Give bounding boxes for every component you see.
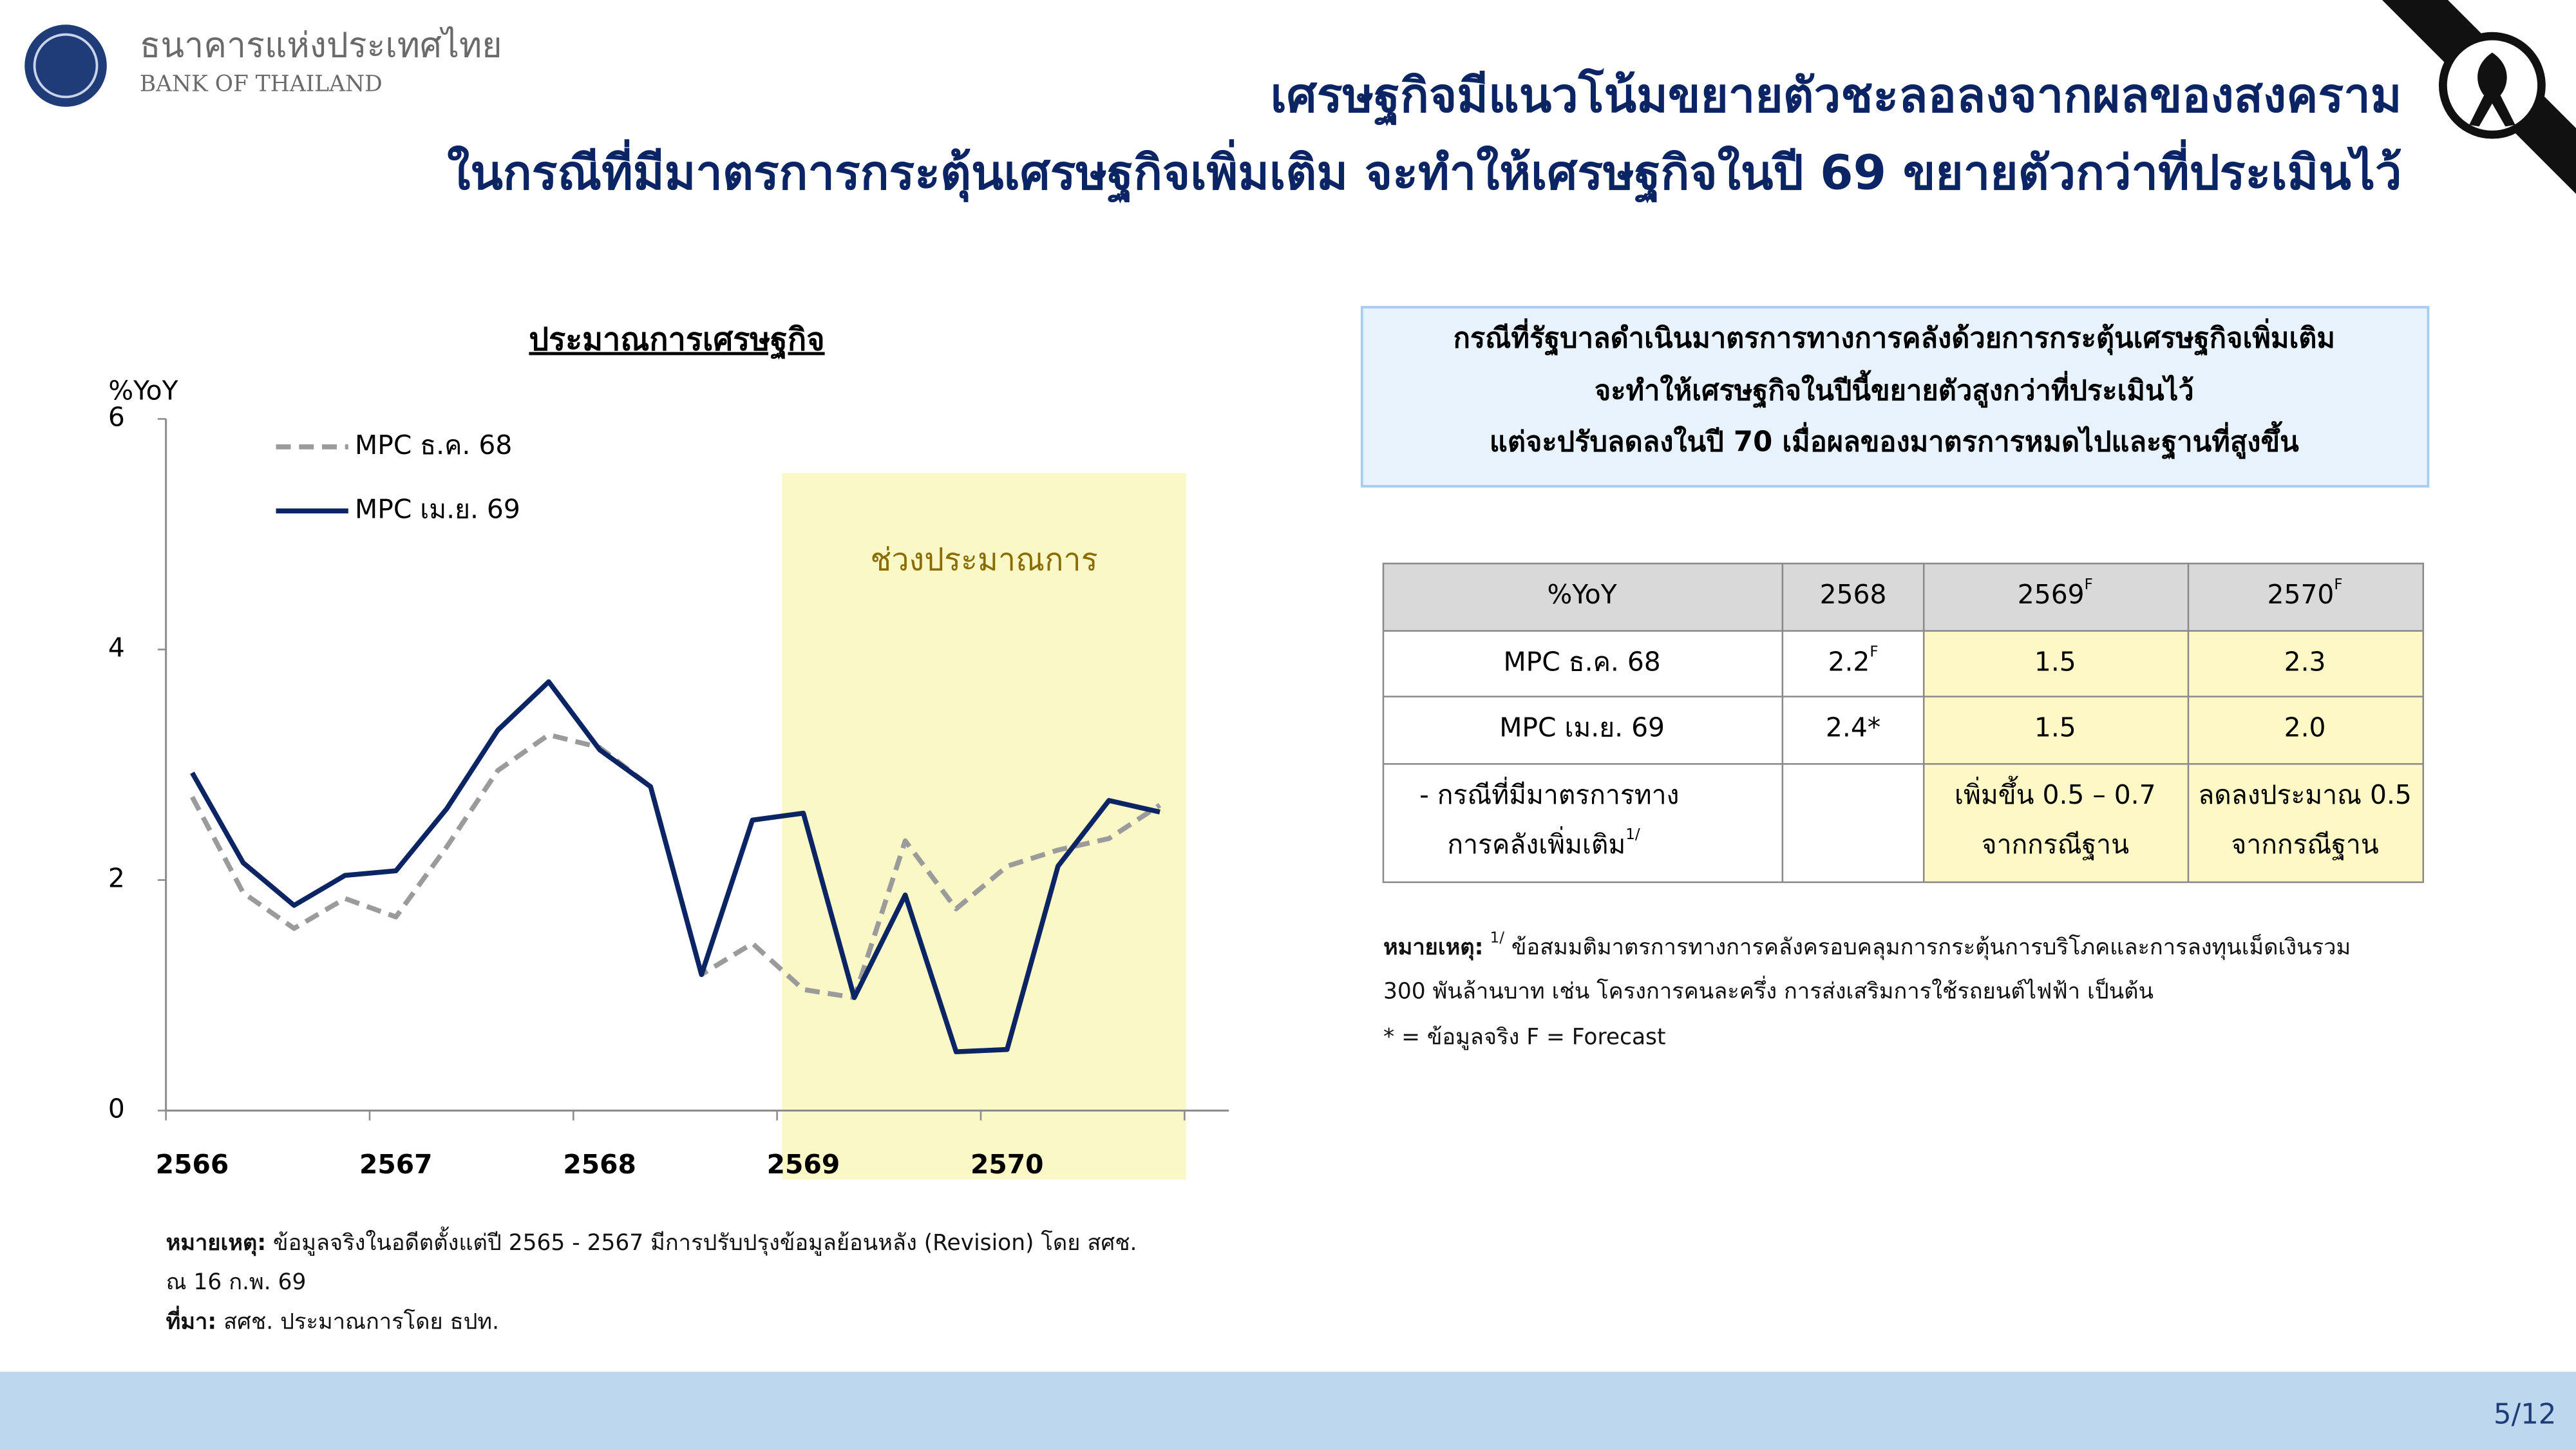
note-label: ที่มา: [166,1305,216,1334]
table-cell: 1.5 [2034,647,2076,677]
table-cell: ลดลงประมาณ 0.5 [2198,779,2412,810]
info-box [1360,306,2430,488]
table-cell: จากกรณีฐาน [1982,829,2129,860]
info-line: กรณีที่รัฐบาลดำเนินมาตรการทางการคลังด้วย… [1454,318,2335,356]
cell-text: 2569 [2018,579,2085,610]
table-cell: 1.5 [2034,712,2076,743]
table-note: หมายเหตุ: 1/ ข้อสมมติมาตรการทางการคลังครอ… [1383,929,2351,960]
title-line: เศรษฐกิจมีแนวโน้มขยายตัวชะลอลงจากผลของสง… [1271,68,2402,127]
note-text: สศช. ประมาณการโดย ธปท. [216,1309,499,1334]
table-border [1382,562,2425,884]
table-header: %YoY [1548,579,1617,610]
table-note: 300 พันล้านบาท เช่น โครงการคนละครึ่ง การ… [1383,975,2154,1004]
title-line: ในกรณีที่มีมาตรการกระตุ้นเศรษฐกิจเพิ่มเต… [447,138,2401,204]
table-cell: 2.4* [1826,712,1880,743]
logo [24,24,107,107]
table-cell: 2.3 [2284,647,2326,677]
y-tick-label: 6 [108,402,125,433]
ribbon-icon [2469,52,2515,127]
note-label: หมายเหตุ: [166,1230,266,1256]
legend-label: MPC เม.ย. 69 [355,493,520,524]
x-tick-label: 2570 [971,1149,1044,1180]
table-header: 2570F [2268,576,2343,610]
superscript: F [1870,643,1878,660]
legend-label: MPC ธ.ค. 68 [355,430,512,460]
forecast-shade [782,473,1186,1180]
x-tick-label: 2569 [767,1149,840,1180]
y-tick-label: 0 [108,1093,125,1124]
info-line: จะทำให้เศรษฐกิจในปีนี้ขยายตัวสูงกว่าที่ป… [1595,370,2194,408]
chart-note: หมายเหตุ: ข้อมูลจริงในอดีตตั้งแต่ปี 2565… [166,1226,1137,1256]
y-axis-label: %YoY [108,375,178,406]
y-tick-label: 2 [108,862,125,893]
superscript: F [2085,576,2093,593]
footer-bar [0,1372,2576,1449]
note-text: ข้อสมมติมาตรการทางการคลังครอบคลุมการกระต… [1504,933,2351,960]
logo-ring [33,33,99,99]
table-header: 2568 [1820,579,1887,610]
table-cell: MPC เม.ย. 69 [1499,712,1665,743]
x-tick-label: 2567 [359,1149,433,1180]
chart-note: ณ 16 ก.พ. 69 [166,1269,307,1295]
superscript: 1/ [1625,826,1640,842]
superscript: F [2334,576,2342,593]
cell-text: 2.2 [1828,647,1870,677]
org-name-en: BANK OF THAILAND [140,71,383,97]
table: %YoY 2568 2569F 2570F MPC ธ.ค. 68 2.2F 1… [1382,562,2425,884]
x-tick-label: 2568 [563,1149,636,1180]
chart-note: ที่มา: สศช. ประมาณการโดย ธปท. [166,1305,499,1334]
chart: ประมาณการเศรษฐกิจ %YoY ช่วงประมาณการ 0 2 4 6… [108,322,1229,1180]
header-row-bg [1383,564,2423,631]
note-label: หมายเหตุ: [1383,934,1483,960]
x-tick-label: 2566 [156,1149,229,1180]
forecast-cells-bg [1924,630,2423,882]
table-cell: 2.0 [2284,712,2326,743]
superscript: 1/ [1490,929,1505,946]
cell-text: การคลังเพิ่มเติม [1447,826,1625,860]
table-header: 2569F [2018,576,2093,610]
chart-title: ประมาณการเศรษฐกิจ [529,322,824,360]
table-cell: 2.2F [1828,643,1879,677]
cell-text: 2570 [2268,579,2334,610]
annotation: ช่วงประมาณการ [870,542,1097,578]
info-line: แต่จะปรับลดลงในปี 70 เมื่อผลของมาตรการหม… [1490,421,2299,459]
table-cell: - กรณีที่มีมาตรการทาง [1419,777,1679,810]
table-cell: จากกรณีฐาน [2231,829,2378,860]
table-cell: การคลังเพิ่มเติม1/ [1447,826,1640,859]
y-tick-label: 4 [108,632,125,663]
page-number: 5/12 [2494,1398,2556,1430]
table-cell: เพิ่มขึ้น 0.5 – 0.7 [1955,775,2156,810]
series-line [190,679,1160,1055]
org-name-th: ธนาคารแห่งประเทศไทย [140,25,502,66]
note-text: ข้อมูลจริงในอดีตตั้งแต่ปี 2565 - 2567 มี… [266,1226,1137,1256]
table-note: * = ข้อมูลจริง F = Forecast [1383,1025,1666,1050]
table-cell: MPC ธ.ค. 68 [1503,647,1660,677]
